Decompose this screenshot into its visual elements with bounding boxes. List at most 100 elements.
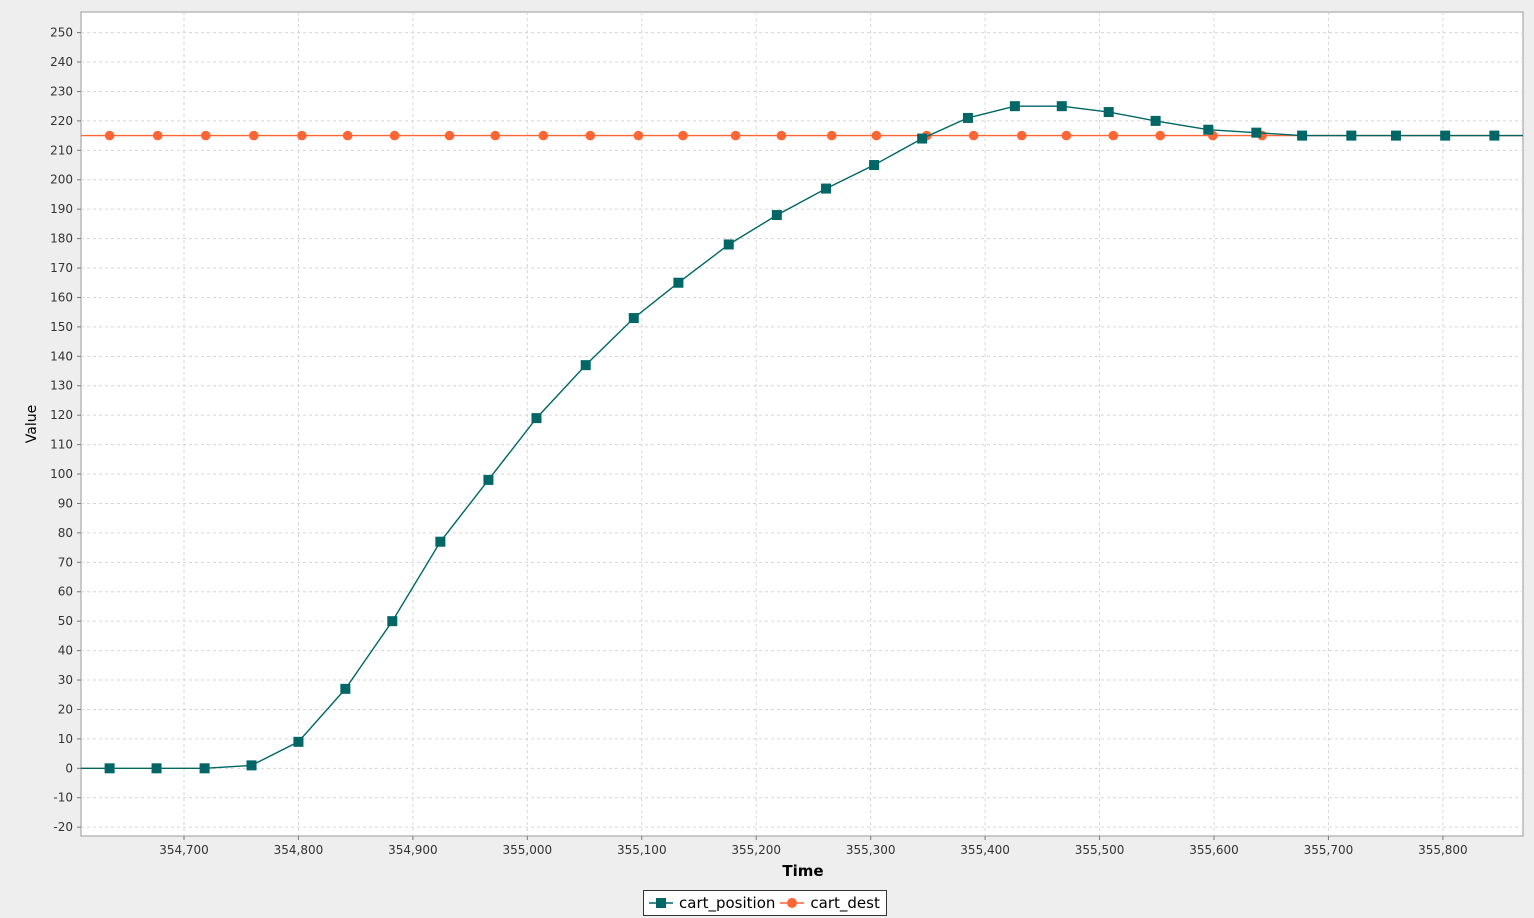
data-point-cart-position [531,413,542,424]
data-point-cart-position [821,183,832,194]
y-tick-label: 220 [50,114,73,128]
y-tick-label: 150 [50,320,73,334]
y-tick-label: 40 [58,644,73,658]
data-point-cart-dest [585,130,596,141]
data-point-cart-position [869,160,880,171]
y-tick-label: 60 [58,585,73,599]
y-tick-label: 30 [58,673,73,687]
data-point-cart-dest [776,130,787,141]
data-point-cart-dest [490,130,501,141]
legend-label-cart-position: cart_position [679,894,776,912]
data-point-cart-position [1251,127,1262,138]
data-point-cart-dest [104,130,115,141]
y-tick-label: -20 [53,820,73,834]
y-tick-label: 50 [58,614,73,628]
data-point-cart-dest [249,130,259,141]
y-tick-label: 210 [50,143,73,157]
x-tick-label: 354,900 [388,843,438,857]
y-tick-label: 110 [50,438,73,452]
y-tick-label: 140 [50,349,73,363]
data-point-cart-position [435,536,446,547]
x-tick-label: 355,200 [731,843,781,857]
data-point-cart-position [1440,130,1451,141]
legend-circle-marker-icon [780,898,805,908]
y-tick-label: 160 [50,290,73,304]
series-layer [81,101,1523,774]
y-tick-label: 100 [50,467,73,481]
data-point-cart-dest [633,130,644,141]
y-axis-ticks: -20 -10 0 10 20 30 40 50 60 70 80 90 100 110 120 130 140… [50,26,81,834]
data-point-cart-dest [968,130,979,141]
y-tick-label: 20 [58,702,73,716]
data-point-cart-position [628,313,639,324]
data-point-cart-dest [1108,130,1119,141]
y-tick-label: 240 [50,55,73,69]
data-point-cart-position [1346,130,1357,141]
y-tick-label: 250 [50,26,73,40]
legend-item-cart-dest: cart_dest [779,894,880,912]
x-tick-label: 355,700 [1304,843,1354,857]
data-point-cart-dest [1016,130,1027,141]
y-tick-label: 230 [50,84,73,98]
x-axis-label: Time [782,862,823,880]
plot-area [80,11,1524,837]
data-point-cart-position [340,683,351,694]
data-point-cart-dest [389,130,400,141]
data-point-cart-position [199,763,210,774]
data-point-cart-dest [871,130,882,141]
data-point-cart-position [771,210,782,221]
data-point-cart-dest [1061,130,1072,141]
y-tick-label: 190 [50,202,73,216]
y-tick-label: 120 [50,408,73,422]
x-tick-label: 355,100 [617,843,667,857]
data-point-cart-dest [200,130,211,141]
legend-label-cart-dest: cart_dest [810,894,880,912]
data-point-cart-position [1056,101,1067,112]
y-tick-label: 10 [58,732,73,746]
data-point-cart-position [246,760,257,771]
data-point-cart-position [483,474,494,485]
legend-item-cart-position: cart_position [648,894,775,912]
data-point-cart-dest [826,130,837,141]
data-point-cart-position [1203,124,1214,135]
data-point-cart-dest [538,130,549,141]
data-point-cart-dest [342,130,353,141]
y-tick-label: 70 [58,555,73,569]
y-axis-label: Value [24,405,40,443]
x-tick-label: 354,700 [159,843,209,857]
y-tick-label: 80 [58,526,73,540]
y-tick-label: 0 [65,761,73,775]
series-line-cart-position [81,105,1523,769]
y-tick-label: 90 [58,496,73,510]
data-point-cart-position [1150,115,1161,126]
data-point-cart-position [580,360,591,371]
data-point-cart-dest [678,130,688,141]
x-tick-label: 355,400 [960,843,1010,857]
data-point-cart-position [917,133,928,144]
y-tick-label: 170 [50,261,73,275]
data-point-cart-dest [297,130,307,141]
data-point-cart-position [151,763,162,774]
x-tick-label: 355,500 [1075,843,1125,857]
data-point-cart-position [1489,130,1500,141]
data-point-cart-position [1009,101,1020,112]
x-tick-label: 355,800 [1418,843,1468,857]
x-axis-ticks: 354,700 354,800 354,900 355,000 355,100 355,2… [159,836,1468,857]
grid-lines [81,12,1523,836]
y-tick-label: 130 [50,379,73,393]
y-tick-label: -10 [53,791,73,805]
data-point-cart-position [673,277,684,288]
data-point-cart-position [387,616,398,627]
y-tick-label: 200 [50,173,73,187]
data-point-cart-dest [444,130,455,141]
legend: cart_position cart_dest [643,890,887,916]
data-point-cart-dest [152,130,163,141]
x-tick-label: 355,000 [503,843,553,857]
series-cart-position [81,101,1523,774]
data-point-cart-dest [1155,130,1166,141]
data-point-cart-position [104,763,115,774]
series-cart-dest [81,130,1523,141]
data-point-cart-position [1297,130,1308,141]
data-point-cart-position [1103,107,1114,118]
